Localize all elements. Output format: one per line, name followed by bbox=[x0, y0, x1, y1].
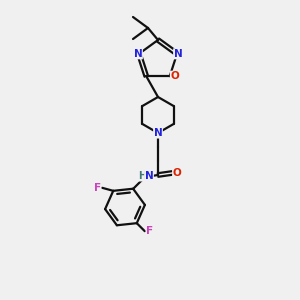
Text: O: O bbox=[172, 168, 182, 178]
Text: H: H bbox=[138, 171, 146, 181]
Text: F: F bbox=[146, 226, 153, 236]
Text: N: N bbox=[134, 49, 142, 59]
Text: N: N bbox=[154, 128, 162, 138]
Text: O: O bbox=[170, 71, 179, 81]
Text: N: N bbox=[174, 49, 182, 59]
Text: F: F bbox=[94, 183, 101, 193]
Text: N: N bbox=[145, 171, 153, 181]
